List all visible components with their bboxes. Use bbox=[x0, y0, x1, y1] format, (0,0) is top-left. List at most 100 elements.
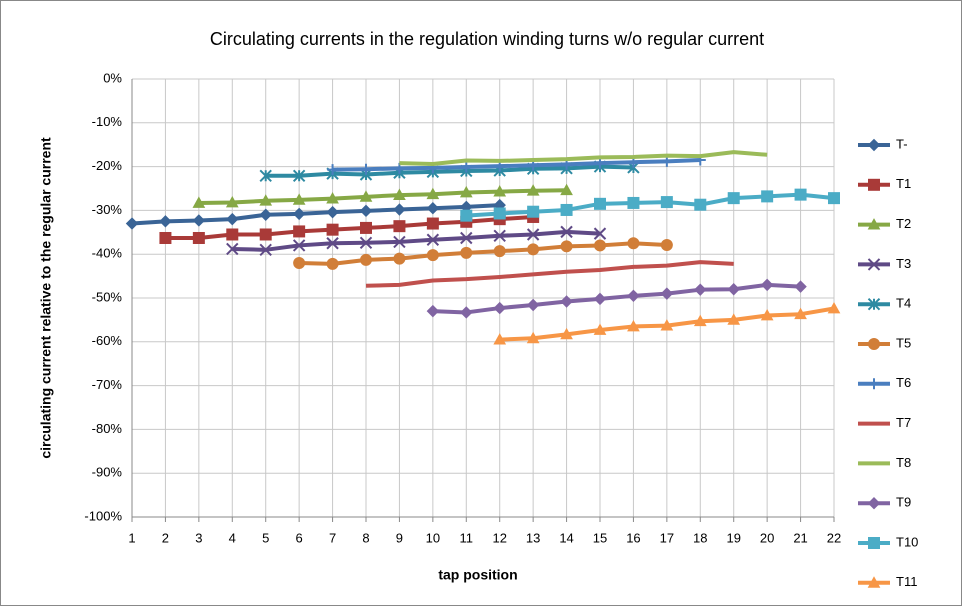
x-tick-label: 11 bbox=[460, 530, 474, 545]
marker bbox=[867, 576, 881, 588]
marker bbox=[560, 203, 573, 216]
marker bbox=[794, 280, 807, 293]
marker bbox=[727, 192, 740, 205]
marker bbox=[327, 164, 339, 176]
x-tick-label: 19 bbox=[726, 530, 740, 545]
marker bbox=[292, 169, 306, 183]
x-tick-label: 2 bbox=[162, 530, 169, 545]
marker bbox=[660, 196, 673, 209]
marker bbox=[393, 203, 406, 216]
marker bbox=[593, 227, 607, 240]
series-line bbox=[365, 260, 734, 288]
marker bbox=[868, 378, 880, 390]
marker bbox=[560, 183, 573, 196]
series-line bbox=[432, 282, 801, 315]
marker bbox=[660, 287, 674, 300]
marker bbox=[393, 220, 406, 233]
marker bbox=[693, 314, 707, 327]
x-tick-label: 10 bbox=[426, 530, 440, 545]
legend-label: T6 bbox=[896, 375, 911, 390]
legend-label: T1 bbox=[896, 176, 911, 191]
series-line bbox=[232, 229, 601, 252]
x-tick-label: 5 bbox=[262, 530, 269, 545]
marker bbox=[560, 240, 573, 253]
marker bbox=[159, 215, 172, 228]
marker bbox=[226, 242, 239, 256]
y-tick-label: 0% bbox=[103, 70, 122, 85]
marker bbox=[360, 253, 372, 266]
marker bbox=[526, 228, 540, 241]
chart-title: Circulating currents in the regulation w… bbox=[210, 29, 764, 49]
marker bbox=[192, 231, 205, 244]
marker bbox=[259, 243, 272, 257]
marker bbox=[360, 163, 372, 175]
marker bbox=[293, 225, 306, 238]
marker bbox=[493, 301, 506, 315]
marker bbox=[493, 185, 507, 197]
legend-label: T11 bbox=[896, 574, 917, 589]
marker bbox=[460, 306, 473, 319]
y-tick-label: -10% bbox=[92, 114, 123, 129]
marker bbox=[360, 221, 372, 234]
y-tick-label: -40% bbox=[92, 246, 123, 261]
marker bbox=[594, 197, 606, 210]
x-tick-label: 16 bbox=[626, 530, 640, 545]
marker bbox=[326, 223, 339, 236]
y-tick-label: -60% bbox=[92, 333, 123, 348]
marker bbox=[426, 217, 439, 230]
legend-label: T4 bbox=[896, 296, 911, 311]
marker bbox=[660, 239, 673, 252]
x-tick-label: 6 bbox=[296, 530, 303, 545]
marker bbox=[694, 283, 707, 296]
marker bbox=[292, 207, 306, 221]
x-tick-label: 14 bbox=[559, 530, 573, 545]
marker bbox=[326, 237, 339, 250]
marker bbox=[259, 228, 272, 241]
marker bbox=[627, 289, 640, 303]
x-tick-label: 3 bbox=[195, 530, 202, 545]
marker bbox=[527, 243, 540, 256]
legend-label: T3 bbox=[896, 256, 911, 271]
marker bbox=[594, 157, 606, 169]
marker bbox=[259, 208, 272, 221]
y-tick-label: -20% bbox=[92, 158, 123, 173]
marker bbox=[326, 205, 339, 219]
legend-label: T7 bbox=[896, 415, 911, 430]
marker bbox=[426, 187, 440, 200]
marker bbox=[426, 249, 439, 262]
marker bbox=[593, 323, 607, 335]
marker bbox=[493, 207, 506, 220]
marker bbox=[460, 246, 473, 259]
series-line bbox=[332, 158, 701, 172]
y-tick-label: -30% bbox=[92, 202, 123, 217]
x-tick-label: 8 bbox=[362, 530, 369, 545]
marker bbox=[226, 228, 239, 241]
marker bbox=[393, 235, 406, 249]
y-tick-label: -100% bbox=[84, 508, 122, 523]
marker bbox=[867, 258, 881, 271]
x-tick-label: 12 bbox=[492, 530, 506, 545]
marker bbox=[526, 298, 540, 312]
x-tick-label: 21 bbox=[793, 530, 807, 545]
legend-label: T9 bbox=[896, 495, 911, 510]
marker bbox=[527, 205, 540, 218]
marker bbox=[760, 308, 774, 321]
marker bbox=[526, 184, 540, 196]
marker bbox=[493, 245, 506, 258]
x-tick-label: 4 bbox=[229, 530, 236, 545]
legend-label: T10 bbox=[896, 534, 918, 549]
marker bbox=[867, 218, 881, 230]
marker bbox=[259, 194, 273, 206]
marker bbox=[694, 198, 707, 211]
x-tick-label: 1 bbox=[128, 530, 135, 545]
marker bbox=[560, 225, 573, 239]
x-tick-label: 9 bbox=[396, 530, 403, 545]
marker bbox=[326, 257, 339, 270]
marker bbox=[192, 196, 206, 208]
marker bbox=[259, 169, 272, 183]
x-tick-label: 20 bbox=[760, 530, 774, 545]
marker bbox=[594, 239, 606, 252]
marker bbox=[393, 252, 406, 265]
marker bbox=[225, 195, 239, 208]
